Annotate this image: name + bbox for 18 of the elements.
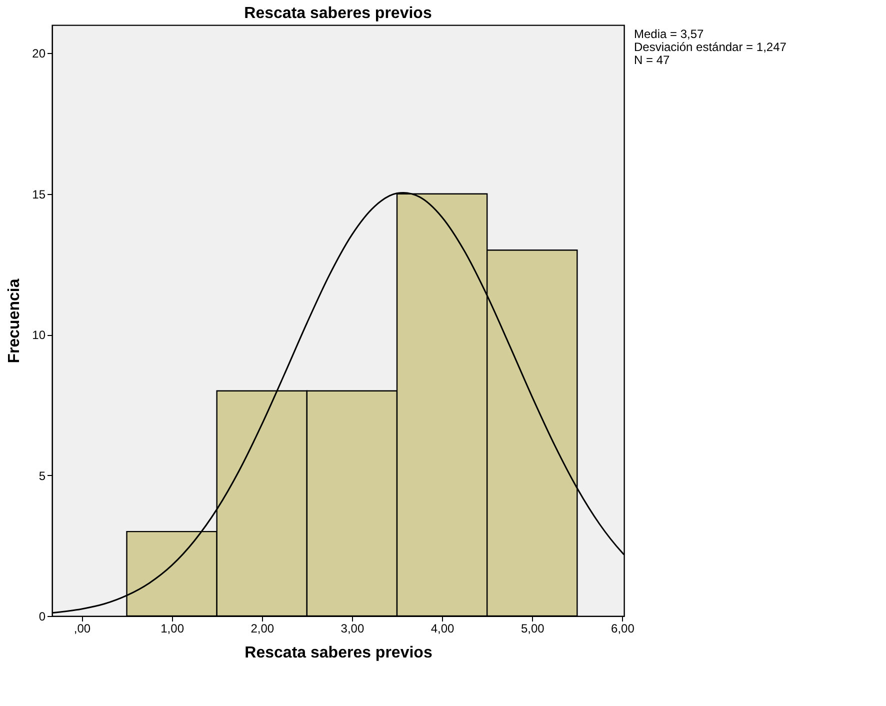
chart-title: Rescata saberes previos — [244, 5, 432, 22]
x-tick-label: 5,00 — [520, 622, 545, 636]
x-axis-title: Rescata saberes previos — [244, 644, 432, 662]
x-tick-label: ,00 — [74, 622, 91, 636]
x-tick-label: 2,00 — [250, 622, 274, 636]
y-tick-label: 0 — [38, 610, 46, 624]
text: Desviación estándar = 1,247 — [634, 40, 787, 54]
x-tick-label: 4,00 — [430, 622, 455, 636]
y-tick-label: 5 — [38, 468, 46, 483]
x-tick-label: 6,00 — [611, 622, 635, 636]
text: Media = 3,57 — [634, 27, 704, 41]
x-tick-label: 1,00 — [160, 622, 184, 636]
text: N = 47 — [634, 53, 670, 67]
y-axis-title: Frecuencia — [6, 278, 24, 364]
y-tick-label: 10 — [32, 328, 46, 342]
y-tick-label: 15 — [32, 187, 46, 202]
x-tick-label: 3,00 — [340, 622, 364, 636]
y-tick-label: 20 — [32, 46, 46, 61]
